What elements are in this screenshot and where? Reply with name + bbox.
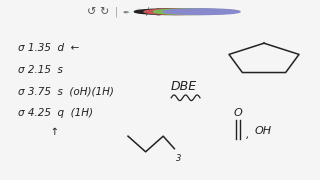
Text: DBE: DBE (171, 80, 197, 93)
Text: ,: , (246, 130, 250, 140)
Text: |: | (115, 6, 118, 17)
Circle shape (154, 9, 230, 15)
Text: ⬜: ⬜ (156, 7, 161, 16)
Circle shape (144, 9, 221, 15)
Text: ↻: ↻ (99, 7, 109, 17)
Circle shape (134, 9, 211, 15)
Text: ↑: ↑ (18, 127, 59, 137)
Text: O: O (234, 108, 243, 118)
Text: σ 4.25  q  (1H): σ 4.25 q (1H) (18, 108, 92, 118)
Text: 3: 3 (176, 154, 181, 163)
Text: σ 3.75  s  (oH)(1H): σ 3.75 s (oH)(1H) (18, 87, 114, 96)
Text: ↺: ↺ (86, 7, 96, 17)
Text: /: / (146, 7, 149, 17)
Text: σ 1.35  d  ←: σ 1.35 d ← (18, 43, 79, 53)
Text: OH: OH (254, 127, 272, 136)
Circle shape (163, 9, 240, 15)
Text: ✳: ✳ (134, 7, 141, 16)
Text: σ 2.15  s: σ 2.15 s (18, 65, 62, 75)
Text: ✒: ✒ (123, 7, 130, 16)
